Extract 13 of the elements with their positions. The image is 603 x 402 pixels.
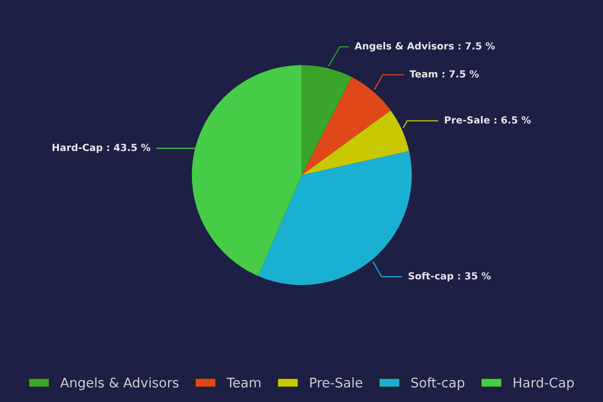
legend-label: Soft-cap bbox=[411, 377, 464, 390]
data-label: Angels & Advisors : 7.5 % bbox=[354, 42, 495, 52]
legend-label: Hard-Cap bbox=[514, 377, 574, 390]
legend-label: Pre-Sale bbox=[310, 377, 362, 388]
legend-label: Angels & Advisors bbox=[60, 377, 178, 390]
data-label: Hard-Cap : 43.5 % bbox=[52, 144, 150, 154]
pie-slice bbox=[302, 77, 391, 176]
data-label: Team : 7.5 % bbox=[410, 70, 479, 78]
legend-label: Team bbox=[226, 378, 260, 388]
pie-slice bbox=[302, 65, 352, 176]
data-label: Soft-cap : 35 % bbox=[408, 272, 491, 282]
data-label: Pre-Sale : 6.5 % bbox=[444, 116, 531, 124]
pie-slice bbox=[302, 110, 410, 176]
